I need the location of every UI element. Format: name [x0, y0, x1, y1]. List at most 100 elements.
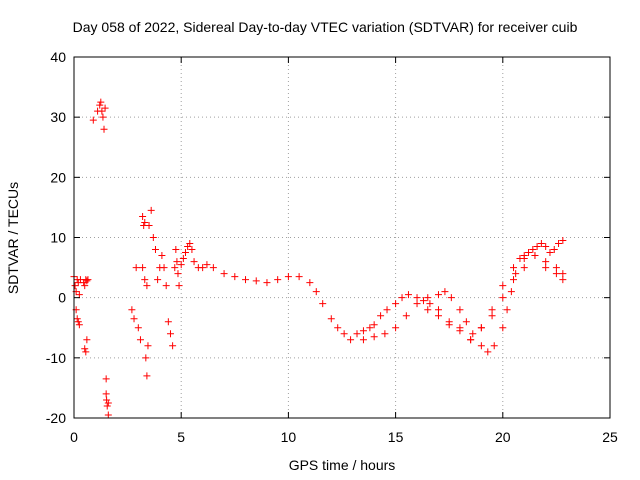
data-point	[542, 264, 550, 272]
data-point	[462, 318, 470, 326]
data-point	[100, 125, 108, 133]
data-point	[413, 300, 421, 308]
data-point	[263, 279, 271, 287]
data-point	[96, 101, 104, 109]
data-point	[89, 116, 97, 124]
data-point	[160, 264, 168, 272]
data-point	[537, 240, 545, 248]
data-point	[426, 300, 434, 308]
data-point	[177, 261, 185, 269]
data-point	[370, 333, 378, 341]
data-point	[82, 348, 90, 356]
data-point	[209, 264, 217, 272]
data-point	[490, 342, 498, 350]
data-point	[151, 246, 159, 254]
y-tick-label: -20	[46, 410, 66, 426]
data-point	[141, 276, 149, 284]
data-point	[499, 324, 507, 332]
data-point	[510, 264, 518, 272]
data-point	[434, 312, 442, 320]
data-point	[456, 306, 464, 314]
data-point	[503, 306, 511, 314]
data-point	[81, 345, 89, 353]
x-tick-label: 15	[388, 429, 404, 445]
data-point	[203, 261, 211, 269]
data-point	[190, 258, 198, 266]
data-point	[252, 277, 260, 285]
data-point	[81, 282, 89, 290]
data-point	[284, 273, 292, 281]
data-point	[295, 273, 303, 281]
data-point	[383, 306, 391, 314]
data-point	[145, 221, 153, 229]
data-point	[199, 264, 207, 272]
data-point	[507, 288, 515, 296]
data-point	[434, 291, 442, 299]
data-point	[441, 288, 449, 296]
data-point	[181, 249, 189, 257]
y-axis-label: SDTVAR / TECUs	[5, 182, 21, 294]
data-point	[447, 294, 455, 302]
data-point	[488, 312, 496, 320]
data-point	[174, 270, 182, 278]
data-point	[359, 327, 367, 335]
data-point	[143, 372, 151, 380]
y-tick-label: 20	[50, 169, 66, 185]
data-point	[366, 324, 374, 332]
data-point	[392, 300, 400, 308]
data-point	[179, 255, 187, 263]
data-point	[172, 246, 180, 254]
data-point	[381, 330, 389, 338]
data-point	[154, 276, 162, 284]
data-point	[319, 300, 327, 308]
data-point	[143, 282, 151, 290]
data-point	[477, 324, 485, 332]
x-tick-label: 25	[602, 429, 618, 445]
data-point	[402, 312, 410, 320]
data-point	[149, 234, 157, 241]
data-point	[359, 336, 367, 344]
y-tick-label: 40	[50, 49, 66, 65]
data-point	[141, 218, 149, 226]
data-point	[398, 294, 406, 302]
data-point	[75, 291, 83, 299]
data-point	[499, 294, 507, 302]
axis-ticks: -20 -10 0 10 20 30 40 0 5 10 15 20 25	[46, 49, 618, 445]
data-point	[327, 315, 335, 323]
data-point	[404, 291, 412, 299]
data-point	[171, 264, 179, 272]
data-point	[434, 306, 442, 314]
data-point	[74, 318, 82, 326]
x-tick-label: 0	[70, 429, 78, 445]
gridlines	[74, 57, 610, 418]
data-point	[445, 321, 453, 329]
data-point	[139, 264, 147, 272]
data-point	[101, 104, 109, 112]
data-point	[144, 342, 152, 350]
data-point	[370, 321, 378, 329]
data-point	[82, 276, 90, 284]
data-point	[188, 246, 196, 254]
chart-title: Day 058 of 2022, Sidereal Day-to-day VTE…	[73, 19, 578, 35]
data-point	[98, 107, 106, 115]
data-point	[306, 279, 314, 287]
data-point	[162, 282, 170, 290]
y-tick-label: 0	[58, 290, 66, 306]
data-point	[142, 354, 150, 362]
data-point	[424, 294, 432, 302]
data-point	[312, 288, 320, 296]
data-point	[97, 98, 105, 106]
data-point	[456, 327, 464, 335]
data-point	[488, 306, 496, 314]
data-point	[419, 297, 427, 305]
data-point	[220, 270, 228, 278]
data-point	[499, 282, 507, 290]
data-point	[83, 336, 91, 344]
data-point	[132, 264, 140, 272]
data-point	[99, 113, 107, 121]
data-point	[169, 342, 177, 350]
data-point	[334, 324, 342, 332]
y-tick-label: -10	[46, 350, 66, 366]
x-tick-label: 20	[495, 429, 511, 445]
data-point	[552, 270, 560, 278]
